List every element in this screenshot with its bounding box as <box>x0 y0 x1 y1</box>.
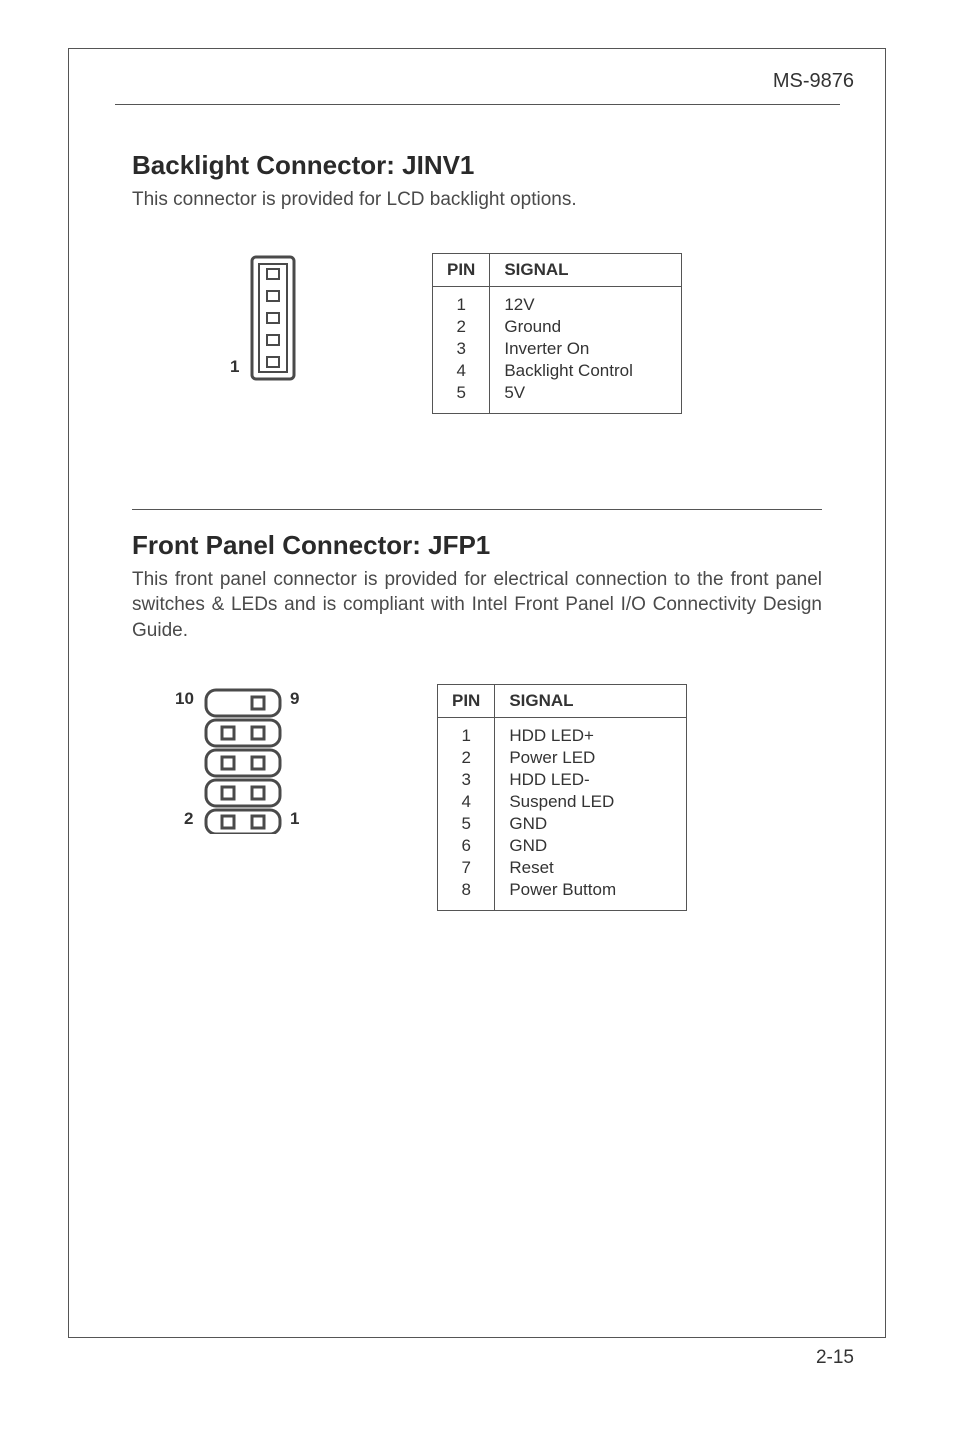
jinv1-pin1-label: 1 <box>230 357 239 377</box>
pin-cell: 2 <box>438 747 495 769</box>
table-row: 8Power Buttom <box>438 879 687 911</box>
table-row: 3Inverter On <box>433 338 682 360</box>
jfp1-signal-table: PIN SIGNAL 1HDD LED+ 2Power LED 3HDD LED… <box>437 684 687 911</box>
section1-desc: This connector is provided for LCD backl… <box>132 187 822 213</box>
pin-cell: 4 <box>438 791 495 813</box>
jinv1-signal-table: PIN SIGNAL 112V 2Ground 3Inverter On 4Ba… <box>432 253 682 414</box>
table-head-signal: SIGNAL <box>490 253 682 286</box>
signal-cell: Power LED <box>495 747 687 769</box>
pin-cell: 5 <box>438 813 495 835</box>
pin-cell: 3 <box>438 769 495 791</box>
page-number: 2-15 <box>816 1347 854 1369</box>
table-row: 55V <box>433 382 682 414</box>
signal-cell: GND <box>495 813 687 835</box>
pin-cell: 7 <box>438 857 495 879</box>
header-rule <box>115 104 840 105</box>
table-head-signal: SIGNAL <box>495 684 687 717</box>
jfp1-connector-diagram: 10 9 2 1 <box>162 684 322 844</box>
signal-cell: 12V <box>490 286 682 316</box>
section-divider <box>132 509 822 510</box>
table-row: 6GND <box>438 835 687 857</box>
header-product-label: MS-9876 <box>773 70 854 93</box>
jinv1-connector-diagram: 1 <box>182 253 302 403</box>
pin-cell: 4 <box>433 360 490 382</box>
jfp1-svg-icon <box>200 684 286 834</box>
pin-cell: 1 <box>438 717 495 747</box>
jinv1-svg-icon <box>250 255 296 381</box>
jfp1-label-10: 10 <box>175 689 194 709</box>
signal-cell: Backlight Control <box>490 360 682 382</box>
signal-cell: Ground <box>490 316 682 338</box>
signal-cell: Reset <box>495 857 687 879</box>
table-row: 7Reset <box>438 857 687 879</box>
section2-heading: Front Panel Connector: JFP1 <box>132 530 822 561</box>
table-head-pin: PIN <box>433 253 490 286</box>
signal-cell: 5V <box>490 382 682 414</box>
section1-heading: Backlight Connector: JINV1 <box>132 150 822 181</box>
pin-cell: 8 <box>438 879 495 911</box>
table-row: 1HDD LED+ <box>438 717 687 747</box>
signal-cell: GND <box>495 835 687 857</box>
jfp1-label-9: 9 <box>290 689 299 709</box>
signal-cell: HDD LED+ <box>495 717 687 747</box>
table-row: 4Suspend LED <box>438 791 687 813</box>
signal-cell: HDD LED- <box>495 769 687 791</box>
pin-cell: 6 <box>438 835 495 857</box>
table-row: 5GND <box>438 813 687 835</box>
jfp1-label-2: 2 <box>184 809 193 829</box>
table-row: 3HDD LED- <box>438 769 687 791</box>
section2-diagram-row: 10 9 2 1 <box>162 684 822 911</box>
section2-desc: This front panel connector is provided f… <box>132 567 822 644</box>
signal-cell: Suspend LED <box>495 791 687 813</box>
section1-diagram-row: 1 PIN SIGNAL 112V 2Ground 3In <box>182 253 822 414</box>
pin-cell: 3 <box>433 338 490 360</box>
pin-cell: 1 <box>433 286 490 316</box>
table-row: 2Power LED <box>438 747 687 769</box>
table-head-pin: PIN <box>438 684 495 717</box>
jfp1-label-1: 1 <box>290 809 299 829</box>
signal-cell: Power Buttom <box>495 879 687 911</box>
table-row: 2Ground <box>433 316 682 338</box>
table-row: 4Backlight Control <box>433 360 682 382</box>
table-row: 112V <box>433 286 682 316</box>
content-area: Backlight Connector: JINV1 This connecto… <box>132 150 822 911</box>
signal-cell: Inverter On <box>490 338 682 360</box>
pin-cell: 5 <box>433 382 490 414</box>
pin-cell: 2 <box>433 316 490 338</box>
